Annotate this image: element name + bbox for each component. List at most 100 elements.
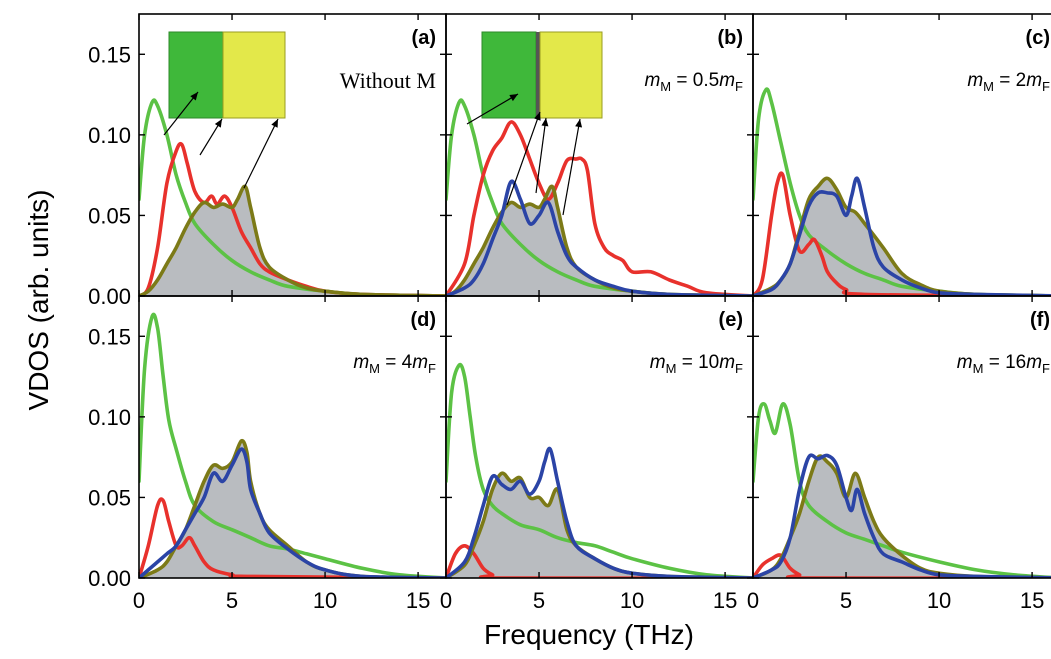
inset-arrow-head bbox=[509, 94, 518, 102]
series-line-green bbox=[753, 402, 1051, 578]
x-tick-label: 5 bbox=[840, 588, 852, 613]
series-line-red bbox=[753, 553, 1051, 578]
series-line-red bbox=[446, 120, 753, 296]
x-tick-label: 0 bbox=[747, 588, 759, 613]
x-tick-label: 0 bbox=[133, 588, 145, 613]
inset-green-region bbox=[168, 31, 224, 119]
inset-arrow-head bbox=[214, 119, 222, 128]
label-part: M bbox=[666, 361, 677, 376]
label-part: m bbox=[650, 352, 666, 373]
panel-tag: (c) bbox=[1026, 27, 1050, 49]
label-part: m bbox=[1026, 352, 1042, 373]
label-part: F bbox=[1042, 361, 1050, 376]
panel-tag: (a) bbox=[412, 27, 436, 49]
shaded-area-olive bbox=[139, 440, 446, 578]
inset-arrow-head bbox=[541, 118, 549, 127]
label-part: F bbox=[735, 361, 743, 376]
x-tick-label: 5 bbox=[226, 588, 238, 613]
panel-b: (b)mM = 0.5mF bbox=[445, 13, 754, 297]
shaded-area-olive bbox=[753, 456, 1051, 578]
panel-condition-label: mM = 0.5mF bbox=[644, 70, 743, 94]
label-part: = 4 bbox=[380, 352, 413, 373]
label-part: m bbox=[412, 352, 428, 373]
inset-arrow-head bbox=[534, 112, 541, 121]
inset-interface-layer bbox=[536, 32, 540, 118]
label-part: m bbox=[957, 352, 973, 373]
y-tick-label: 0.10 bbox=[88, 405, 131, 430]
shaded-area-olive bbox=[139, 186, 446, 296]
x-tick-label: 15 bbox=[713, 588, 737, 613]
inset-arrow-head bbox=[190, 92, 198, 101]
panel-d: 0 5 10 150.000.050.100.15(d)mM = 4mF bbox=[88, 295, 447, 613]
y-tick-label: 0.00 bbox=[88, 284, 131, 309]
label-part: F bbox=[1042, 79, 1050, 94]
label-part: m bbox=[1026, 70, 1042, 91]
label-part: = 16 bbox=[983, 352, 1026, 373]
inset-arrow bbox=[163, 91, 199, 136]
label-part: m bbox=[353, 352, 369, 373]
label-part: m bbox=[719, 352, 735, 373]
inset-arrow bbox=[535, 117, 547, 194]
label-part: M bbox=[660, 79, 671, 94]
series-line-olive bbox=[139, 184, 446, 296]
y-tick-label: 0.10 bbox=[88, 123, 131, 148]
panels-group: 0.000.050.100.15(a)Without M(b)mM = 0.5m… bbox=[88, 13, 1051, 613]
structure-inset bbox=[481, 31, 603, 119]
series-line-blue bbox=[753, 453, 1051, 578]
series-line-blue bbox=[139, 447, 446, 578]
panel-tag: (e) bbox=[719, 309, 743, 331]
label-part: = 2 bbox=[994, 70, 1026, 91]
inset-arrow bbox=[466, 93, 519, 125]
x-tick-label: 0 bbox=[440, 588, 452, 613]
panel-condition-label: mM = 16mF bbox=[957, 352, 1050, 376]
label-part: = 10 bbox=[676, 352, 719, 373]
x-tick-label: 5 bbox=[533, 588, 545, 613]
panel-condition-label: mM = 2mF bbox=[967, 70, 1050, 94]
series-line-green bbox=[446, 362, 753, 578]
x-axis-title: Frequency (THz) bbox=[484, 619, 694, 650]
label-part: M bbox=[369, 361, 380, 376]
panel-condition-label: Without M bbox=[340, 68, 436, 93]
panel-condition-label: mM = 10mF bbox=[650, 352, 743, 376]
label-part: M bbox=[973, 361, 984, 376]
plot-area bbox=[753, 87, 1051, 296]
inset-arrow bbox=[562, 118, 581, 216]
y-tick-label: 0.00 bbox=[88, 566, 131, 591]
y-tick-label: 0.05 bbox=[88, 485, 131, 510]
label-part: M bbox=[983, 79, 994, 94]
x-tick-label: 15 bbox=[406, 588, 430, 613]
y-tick-label: 0.15 bbox=[88, 324, 131, 349]
y-tick-label: 0.05 bbox=[88, 203, 131, 228]
y-axis-title: VDOS (arb. units) bbox=[23, 190, 54, 411]
label-part: m bbox=[719, 70, 735, 91]
panel-a: 0.00 0.05 0.10 0.15 (a) Without M bbox=[88, 13, 447, 309]
series-line-red bbox=[446, 544, 753, 578]
plot-area bbox=[446, 98, 753, 296]
panel-tag: (f) bbox=[1030, 309, 1050, 331]
panel-tag: (b) bbox=[717, 27, 743, 49]
shaded-area-olive bbox=[446, 473, 753, 578]
series-line-red bbox=[753, 171, 1051, 296]
panel-f: 0 5 10 15(f)mM = 16mF bbox=[747, 295, 1051, 613]
x-tick-label: 10 bbox=[927, 588, 951, 613]
panel-e: 0 5 10 15(e)mM = 10mF bbox=[440, 295, 754, 613]
series-line-blue bbox=[446, 446, 753, 578]
label-part: m bbox=[967, 70, 983, 91]
inset-arrow-head bbox=[271, 119, 278, 128]
shaded-area-olive bbox=[753, 178, 1051, 296]
panel-c: (c)mM = 2mF bbox=[752, 13, 1051, 297]
plot-area bbox=[139, 98, 446, 296]
x-tick-label: 10 bbox=[620, 588, 644, 613]
panel-tag: (d) bbox=[410, 309, 436, 331]
label-part: F bbox=[735, 79, 743, 94]
inset-arrow bbox=[506, 111, 541, 206]
shaded-area-olive bbox=[446, 186, 753, 296]
panel-frame bbox=[752, 295, 1051, 579]
plot-area bbox=[753, 402, 1051, 578]
plot-area bbox=[446, 362, 753, 578]
inset-green-region bbox=[481, 31, 537, 119]
inset-arrow-head bbox=[575, 119, 583, 128]
label-part: F bbox=[428, 361, 436, 376]
y-tick-label: 0.15 bbox=[88, 42, 131, 67]
